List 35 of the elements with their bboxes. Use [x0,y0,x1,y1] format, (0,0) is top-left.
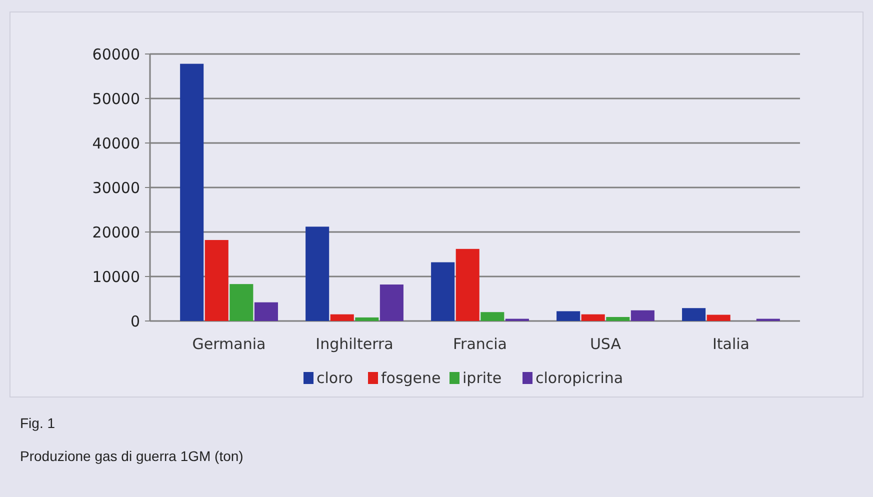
legend-label: cloropicrina [536,369,624,387]
bar [630,310,654,321]
bar [355,317,379,321]
bar [606,316,630,321]
x-tick-label: Francia [452,335,508,353]
bar [230,284,254,321]
bar [306,226,330,321]
bar [556,311,580,321]
y-tick-label: 50000 [92,90,140,108]
y-tick-label: 10000 [92,268,140,286]
text: Produzione gas di guerra 1GM (ton) [20,448,244,464]
bar [431,262,455,321]
bar [180,64,204,321]
bar [706,314,730,321]
bar [581,314,605,321]
y-tick-label: 0 [130,312,140,330]
y-tick-label: 20000 [92,223,140,242]
y-tick-label: 40000 [92,134,140,152]
x-tick-label: Italia [712,335,750,353]
x-tick-label: Germania [192,335,266,353]
x-tick-label: USA [590,335,622,353]
x-tick-label: Inghilterra [316,335,394,353]
bar [380,284,404,321]
bar [456,248,480,321]
bar [330,314,354,321]
y-tick-label: 30000 [92,178,140,197]
bar [254,302,278,321]
bar [204,240,228,321]
legend-label: fosgene [381,369,441,387]
caption: Fig. 1 [20,415,56,431]
bar [682,308,706,321]
bar [480,312,504,321]
legend-label: cloro [316,369,354,387]
y-tick-label: 60000 [92,45,140,64]
legend-label: iprite [462,369,502,387]
